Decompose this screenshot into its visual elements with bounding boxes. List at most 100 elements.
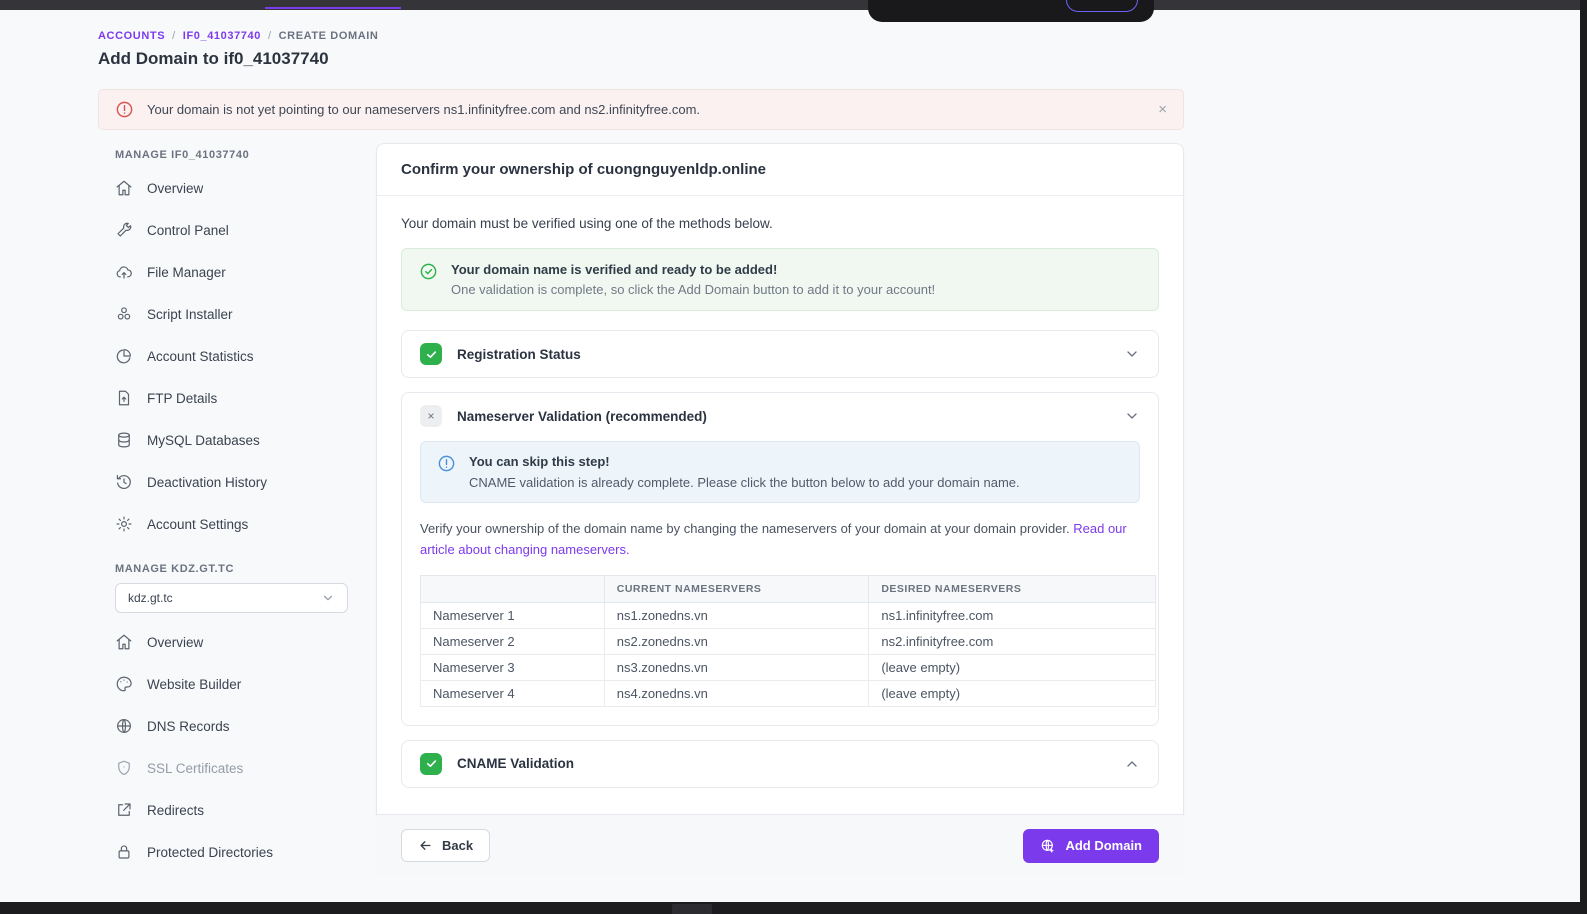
nameservers-table: CURRENT NAMESERVERS DESIRED NAMESERVERS … [420, 574, 1156, 707]
breadcrumb-accounts[interactable]: ACCOUNTS [98, 30, 166, 42]
accordion-nameserver-validation: × Nameserver Validation (recommended) Yo… [401, 392, 1159, 726]
sidebar-item-account-statistics[interactable]: Account Statistics [115, 335, 348, 377]
sidebar-item-file-manager[interactable]: File Manager [115, 251, 348, 293]
skip-step-info-alert: You can skip this step! CNAME validation… [420, 441, 1140, 503]
sidebar-item-ftp-details[interactable]: FTP Details [115, 377, 348, 419]
pie-chart-icon [115, 347, 133, 365]
sidebar-item-label: DNS Records [147, 718, 230, 734]
sidebar-item-label: Account Statistics [147, 348, 254, 364]
domain-select[interactable]: kdz.gt.tc [115, 583, 348, 613]
table-row: Nameserver 2 ns2.zonedns.vn ns2.infinity… [420, 627, 1156, 655]
sidebar-item-website-builder[interactable]: Website Builder [115, 663, 348, 705]
sidebar: MANAGE IF0_41037740 Overview Control Pan… [98, 143, 348, 873]
popup-button-outline[interactable] [1066, 0, 1138, 12]
sidebar-item-label: Protected Directories [147, 844, 274, 860]
domain-select-value: kdz.gt.tc [128, 591, 173, 605]
accordion-cname-header[interactable]: CNAME Validation [402, 741, 1158, 787]
info-circle-icon [437, 454, 456, 490]
bottom-bar-handle [672, 904, 712, 914]
sidebar-item-label: SSL Certificates [147, 760, 244, 776]
add-domain-button-label: Add Domain [1065, 838, 1142, 854]
shield-icon [115, 759, 133, 777]
sidebar-item-domain-overview[interactable]: Overview [115, 621, 348, 663]
status-complete-badge [420, 343, 442, 365]
breadcrumb: ACCOUNTS / IF0_41037740 / CREATE DOMAIN [98, 30, 1580, 42]
sidebar-item-deactivation-history[interactable]: Deactivation History [115, 461, 348, 503]
row-label: Nameserver 4 [420, 679, 605, 707]
verified-success-alert: Your domain name is verified and ready t… [401, 248, 1159, 311]
sidebar-item-account-settings[interactable]: Account Settings [115, 503, 348, 545]
chevron-up-icon[interactable] [1124, 756, 1140, 772]
sidebar-item-control-panel[interactable]: Control Panel [115, 209, 348, 251]
sidebar-item-overview[interactable]: Overview [115, 167, 348, 209]
ownership-card: Confirm your ownership of cuongnguyenldp… [376, 143, 1184, 877]
accordion-cname-validation: CNAME Validation [401, 739, 1159, 788]
check-circle-icon [419, 262, 438, 297]
chevron-down-icon[interactable] [1124, 408, 1140, 424]
table-header-current: CURRENT NAMESERVERS [603, 574, 870, 603]
sidebar-section-label: MANAGE KDZ.GT.TC [115, 563, 234, 575]
status-complete-badge [420, 752, 442, 775]
changing-nameservers-link[interactable]: Read our article about changing nameserv… [420, 521, 1127, 558]
chevron-down-icon [321, 591, 335, 605]
current-nameserver: ns2.zonedns.vn [603, 627, 870, 655]
gear-icon [115, 515, 133, 533]
accordion-nameserver-header[interactable]: × Nameserver Validation (recommended) [402, 393, 1158, 439]
home-icon [115, 633, 133, 651]
chevron-down-icon[interactable] [1124, 346, 1140, 362]
back-button[interactable]: Back [401, 829, 491, 863]
sidebar-item-label: FTP Details [147, 390, 218, 406]
breadcrumb-separator: / [267, 30, 272, 42]
verify-instruction-text: Verify your ownership of the domain name… [420, 521, 1070, 536]
home-icon [115, 179, 133, 197]
breadcrumb-separator: / [172, 30, 176, 42]
cloud-upload-icon [115, 263, 133, 281]
lock-icon [115, 843, 133, 861]
right-screen-edge [1580, 0, 1587, 914]
table-row: Nameserver 1 ns1.zonedns.vn ns1.infinity… [420, 601, 1156, 629]
table-row: Nameserver 4 ns4.zonedns.vn (leave empty… [420, 679, 1156, 707]
table-row: Nameserver 3 ns3.zonedns.vn (leave empty… [420, 653, 1156, 681]
accordion-registration-header[interactable]: Registration Status [402, 331, 1158, 377]
sidebar-item-label: Account Settings [147, 516, 249, 532]
globe-icon [115, 717, 133, 735]
intro-text: Your domain must be verified using one o… [401, 216, 773, 231]
current-nameserver: ns4.zonedns.vn [603, 679, 870, 707]
nameserver-warning-alert: Your domain is not yet pointing to our n… [98, 89, 1184, 130]
sidebar-item-label: Website Builder [147, 676, 242, 692]
sidebar-item-script-installer[interactable]: Script Installer [115, 293, 348, 335]
sidebar-item-protected-directories[interactable]: Protected Directories [115, 831, 348, 873]
info-alert-title: You can skip this step! [469, 454, 610, 469]
close-icon[interactable]: × [1158, 101, 1167, 118]
sidebar-item-ssl-certificates[interactable]: SSL Certificates [115, 747, 348, 789]
back-button-label: Back [442, 838, 474, 854]
accordion-registration-status: Registration Status [401, 330, 1159, 378]
sidebar-item-mysql-databases[interactable]: MySQL Databases [115, 419, 348, 461]
sidebar-section-label: MANAGE IF0_41037740 [115, 149, 250, 161]
sidebar-item-label: Script Installer [147, 306, 233, 322]
add-domain-button[interactable]: Add Domain [1023, 828, 1159, 863]
accordion-title: CNAME Validation [457, 756, 575, 772]
breadcrumb-current: CREATE DOMAIN [278, 30, 379, 42]
desired-nameserver: (leave empty) [868, 653, 1156, 681]
table-header-empty [420, 574, 605, 603]
breadcrumb-account-id[interactable]: IF0_41037740 [182, 30, 261, 42]
sidebar-item-label: Overview [147, 634, 204, 650]
browser-popup-edge [868, 0, 1154, 22]
history-icon [115, 473, 133, 491]
success-alert-text: One validation is complete, so click the… [451, 282, 936, 297]
sidebar-item-label: File Manager [147, 264, 226, 280]
accordion-title: Nameserver Validation (recommended) [457, 408, 707, 424]
file-up-icon [115, 389, 133, 407]
active-tab-underline [265, 7, 401, 9]
external-link-icon [115, 801, 133, 819]
success-alert-title: Your domain name is verified and ready t… [451, 262, 778, 277]
sidebar-item-redirects[interactable]: Redirects [115, 789, 348, 831]
sidebar-item-label: Overview [147, 180, 204, 196]
warning-alert-text: Your domain is not yet pointing to our n… [147, 102, 701, 117]
card-title: Confirm your ownership of cuongnguyenldp… [377, 144, 1183, 196]
sidebar-item-label: Deactivation History [147, 474, 268, 490]
info-alert-text: CNAME validation is already complete. Pl… [469, 475, 1020, 490]
bottom-screen-bar [0, 902, 1587, 914]
sidebar-item-dns-records[interactable]: DNS Records [115, 705, 348, 747]
